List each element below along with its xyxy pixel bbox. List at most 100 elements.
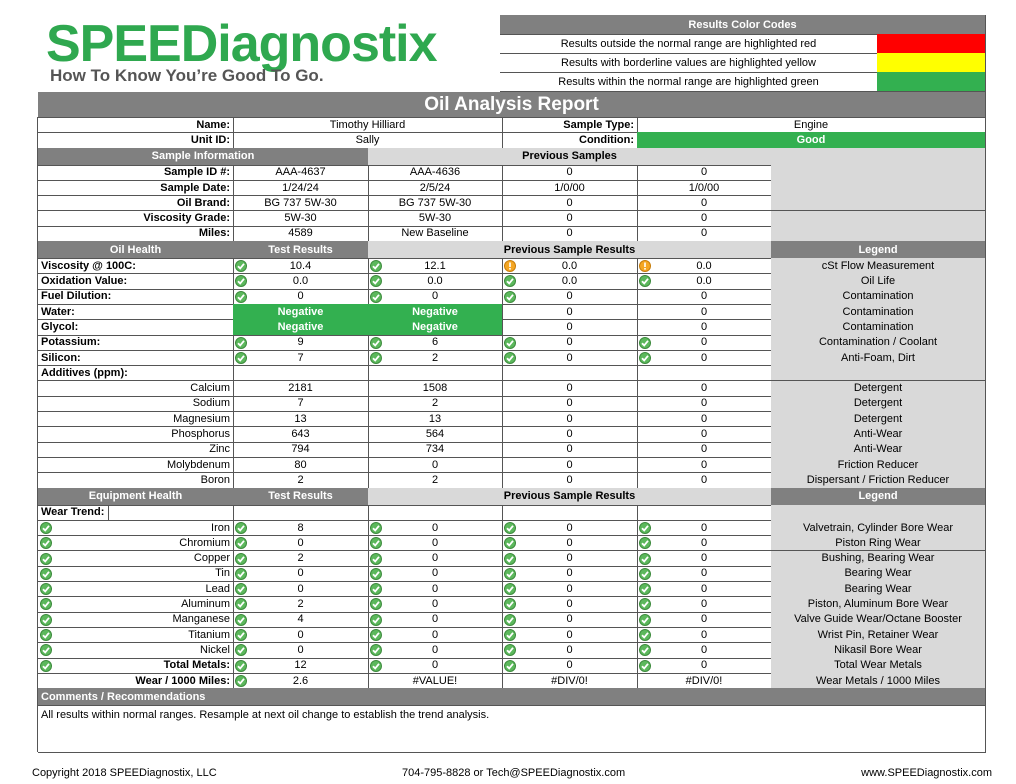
value: 2: [233, 596, 369, 613]
check-icon: [235, 537, 247, 550]
value: Timothy Hilliard: [233, 117, 503, 134]
row-label: Titanium: [38, 627, 234, 644]
row-label: Lead: [38, 581, 234, 598]
check-icon: [40, 552, 52, 565]
color-codes-title: Results Color Codes: [500, 15, 986, 35]
value: 1508: [368, 380, 503, 397]
value: 2: [368, 395, 503, 413]
check-icon: [504, 290, 516, 303]
value: AAA-4636: [368, 164, 503, 181]
check-icon: [370, 336, 382, 349]
legend: Contamination / Coolant: [771, 334, 986, 351]
value: 1/24/24: [233, 179, 369, 197]
value: 5W-30: [368, 210, 503, 227]
value: 0.0: [368, 273, 503, 290]
check-icon: [639, 613, 651, 626]
value: 0: [233, 565, 369, 583]
value: 2: [368, 349, 503, 367]
row-label: Nickel: [38, 642, 234, 659]
check-icon: [370, 629, 382, 641]
value: 2: [233, 550, 369, 567]
value: [502, 365, 638, 382]
check-icon: [235, 583, 247, 596]
value: 0: [368, 657, 503, 674]
value: 0: [368, 642, 503, 659]
value: 13: [233, 411, 369, 428]
value: 0: [502, 210, 638, 227]
value: 0: [502, 334, 638, 351]
value: 0: [368, 565, 503, 583]
value: [502, 504, 638, 521]
row-label: Oxidation Value:: [38, 273, 234, 290]
check-icon: [504, 521, 516, 534]
check-icon: [504, 629, 516, 641]
value: 0: [502, 441, 638, 458]
value: 1/0/00: [502, 179, 638, 197]
check-icon: [370, 351, 382, 364]
value: 564: [368, 426, 503, 443]
check-icon: [504, 537, 516, 550]
value: 0.0: [502, 258, 638, 275]
row-label: Silicon:: [38, 349, 234, 367]
check-icon: [235, 629, 247, 641]
check-icon: [370, 613, 382, 626]
check-icon: [504, 552, 516, 565]
value: 10.4: [233, 258, 369, 275]
check-icon: [639, 275, 651, 288]
value: 12.1: [368, 258, 503, 275]
check-icon: [370, 290, 382, 303]
check-icon: [639, 583, 651, 596]
value: 0: [502, 581, 638, 598]
check-icon: [639, 598, 651, 611]
row-label: Molybdenum: [38, 457, 234, 474]
check-icon: [40, 537, 52, 550]
row-label: Phosphorus: [38, 426, 234, 443]
value: 0: [502, 535, 638, 552]
value: 0: [233, 535, 369, 552]
row-label: Sample Date:: [38, 179, 234, 197]
section-header: Equipment Health: [38, 487, 234, 506]
check-icon: [504, 613, 516, 626]
check-icon: [504, 583, 516, 596]
caution-icon: [639, 260, 651, 273]
value: 0: [502, 627, 638, 644]
check-icon: [370, 598, 382, 611]
value: 794: [233, 441, 369, 458]
check-icon: [504, 351, 516, 364]
check-icon: [370, 552, 382, 565]
section-header: Previous Samples: [368, 147, 772, 166]
value: 80: [233, 457, 369, 474]
check-icon: [504, 644, 516, 657]
check-icon: [40, 613, 52, 626]
row-label: Tin: [38, 565, 234, 583]
value: AAA-4637: [233, 164, 369, 181]
check-icon: [40, 567, 52, 580]
check-icon: [235, 674, 247, 687]
check-icon: [370, 537, 382, 550]
check-icon: [235, 659, 247, 672]
check-icon: [639, 659, 651, 672]
row-label: Sample ID #:: [38, 164, 234, 181]
value: 13: [368, 411, 503, 428]
row-label: Chromium: [38, 535, 234, 552]
value: 12: [233, 657, 369, 674]
color-swatch: [877, 53, 986, 73]
value: 0: [502, 380, 638, 397]
check-icon: [504, 659, 516, 672]
value: 0: [502, 657, 638, 674]
comments-text: All results within normal ranges. Resamp…: [38, 705, 986, 753]
check-icon: [504, 598, 516, 611]
value: 0: [502, 596, 638, 613]
row-label: Copper: [38, 550, 234, 567]
row-label: Iron: [38, 519, 234, 537]
check-icon: [235, 351, 247, 364]
check-icon: [504, 567, 516, 580]
value: 0: [502, 426, 638, 443]
row-label: Sodium: [38, 395, 234, 413]
row-label: Viscosity Grade:: [38, 210, 234, 227]
row-label: Manganese: [38, 611, 234, 628]
value: Negative: [368, 319, 503, 336]
color-code-text: Results within the normal range are high…: [500, 72, 878, 92]
frame: [37, 117, 985, 752]
check-icon: [235, 552, 247, 565]
